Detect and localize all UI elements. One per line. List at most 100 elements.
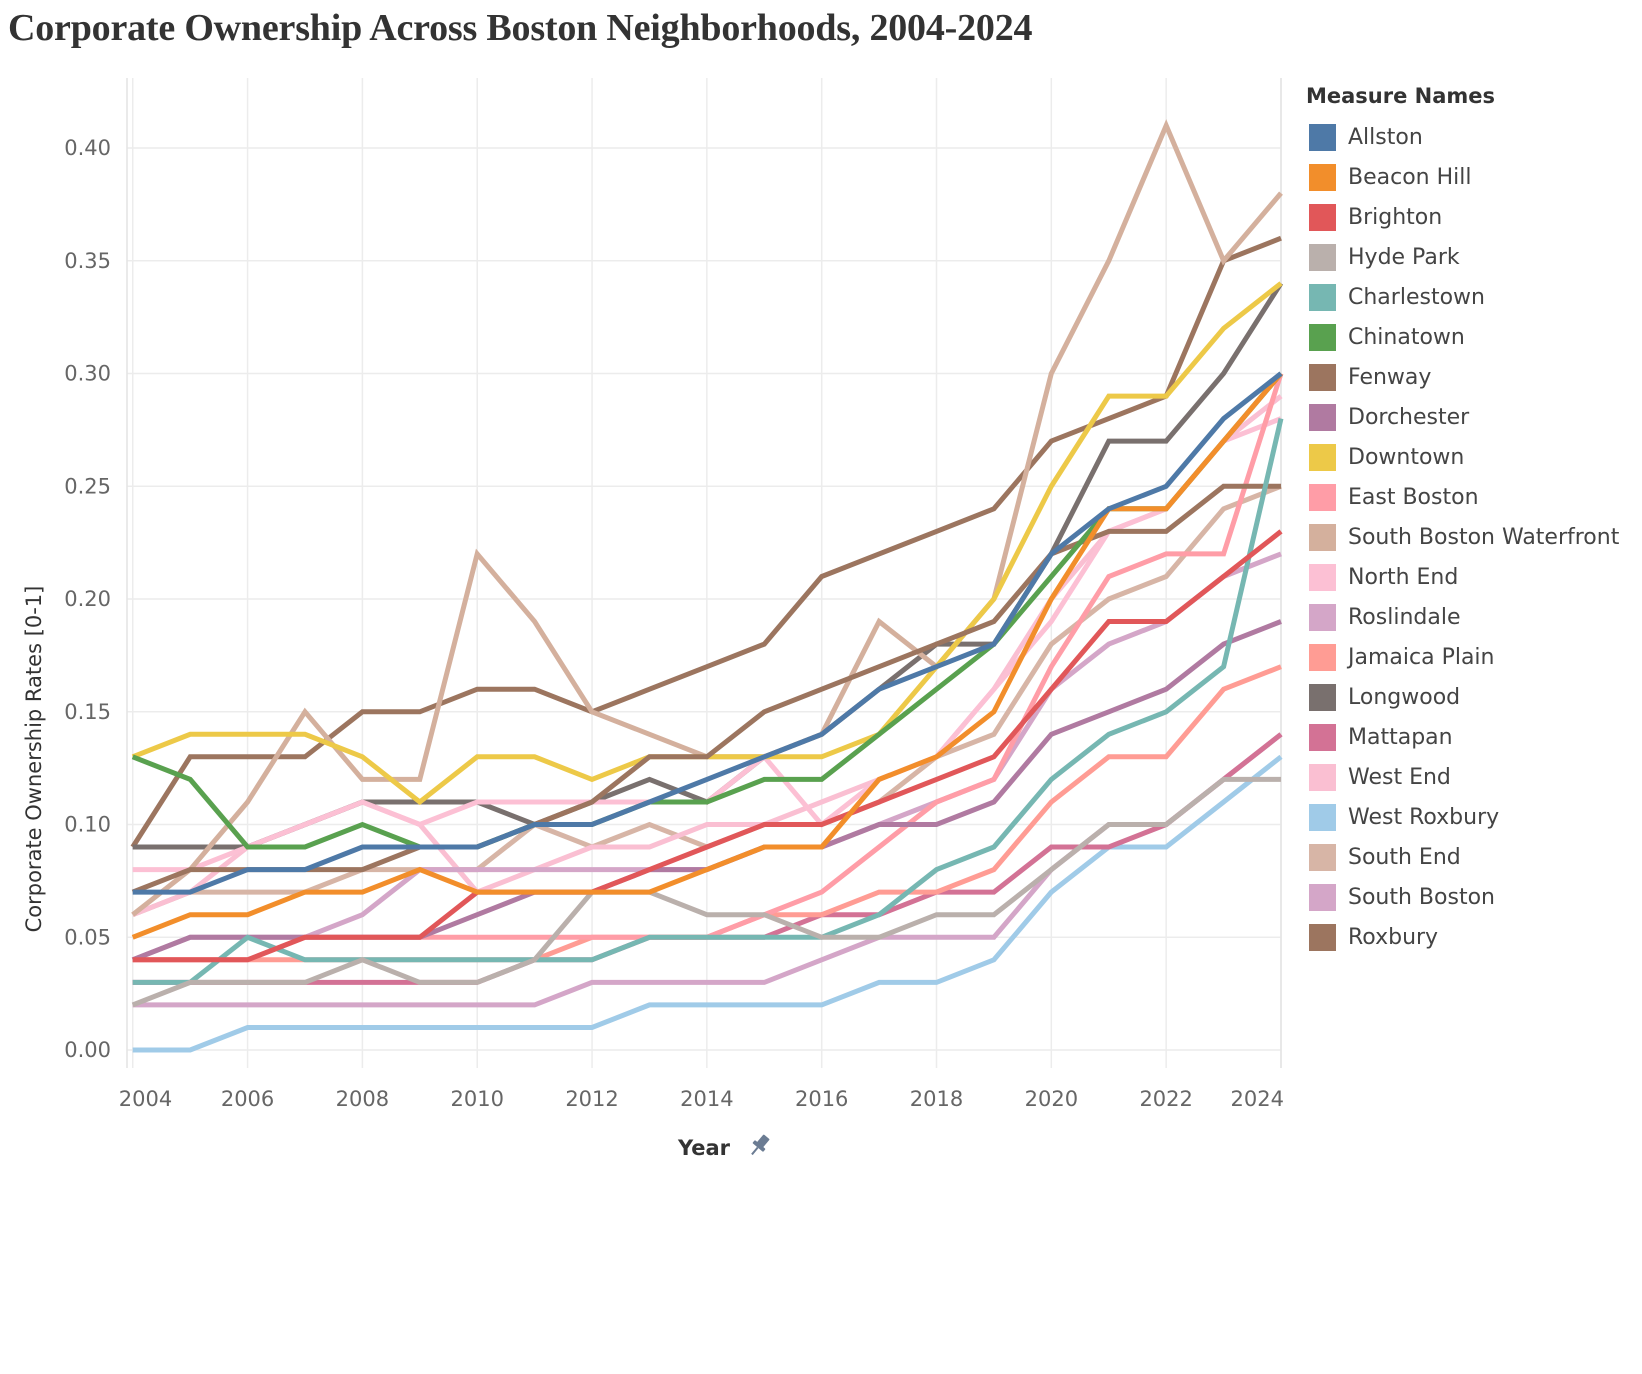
x-tick-label: 2024 (1231, 1087, 1284, 1111)
legend-item-south-end[interactable]: South End (1302, 837, 1642, 877)
legend-label: South Boston (1348, 884, 1495, 910)
legend-swatch (1309, 643, 1336, 671)
legend-label: Fenway (1348, 364, 1432, 390)
legend-swatch (1309, 803, 1336, 831)
series-line-allston[interactable] (132, 371, 1283, 895)
y-tick-label: 0.15 (64, 700, 111, 724)
legend-item-fenway[interactable]: Fenway (1302, 357, 1642, 397)
legend-item-hyde-park[interactable]: Hyde Park (1302, 237, 1642, 277)
series-line-west-roxbury[interactable] (132, 754, 1283, 1053)
legend-label: Longwood (1348, 684, 1461, 710)
y-tick-label: 0.30 (64, 362, 111, 386)
legend-label: Charlestown (1348, 284, 1485, 310)
x-axis-ticks: 2004 2006 2008 2010 2012 2014 2016 2018 2020 2022… (119, 1087, 1284, 1111)
legend-label: West End (1348, 764, 1451, 790)
legend-item-beacon-hill[interactable]: Beacon Hill (1302, 157, 1642, 197)
legend-swatch (1309, 603, 1336, 631)
legend-item-west-end[interactable]: West End (1302, 757, 1642, 797)
legend-swatch (1309, 163, 1336, 191)
x-tick-label: 2022 (1139, 1087, 1192, 1111)
legend-label: Mattapan (1348, 724, 1453, 750)
legend-item-allston[interactable]: Allston (1302, 117, 1642, 157)
legend-label: Chinatown (1348, 324, 1465, 350)
legend-title: Measure Names (1306, 84, 1496, 108)
legend-swatch (1309, 483, 1336, 511)
legend-swatch (1309, 523, 1336, 551)
legend-item-chinatown[interactable]: Chinatown (1302, 317, 1642, 357)
legend-item-east-boston[interactable]: East Boston (1302, 477, 1642, 517)
legend-label: Beacon Hill (1348, 164, 1472, 190)
legend-item-longwood[interactable]: Longwood (1302, 677, 1642, 717)
legend-swatch (1309, 363, 1336, 391)
legend-item-north-end[interactable]: North End (1302, 557, 1642, 597)
legend-swatch (1309, 203, 1336, 231)
chart-title: Corporate Ownership Across Boston Neighb… (8, 7, 1033, 49)
legend-swatch (1309, 323, 1336, 351)
y-tick-label: 0.10 (64, 813, 111, 837)
series-line-charlestown[interactable] (132, 418, 1284, 985)
series-line-brighton[interactable] (132, 529, 1283, 963)
legend-label: Jamaica Plain (1348, 644, 1495, 670)
legend-swatch (1309, 883, 1336, 911)
legend-item-dorchester[interactable]: Dorchester (1302, 397, 1642, 437)
x-tick-label: 2020 (1025, 1087, 1078, 1111)
x-tick-label: 2012 (565, 1087, 618, 1111)
y-tick-label: 0.00 (64, 1038, 111, 1062)
y-tick-label: 0.05 (64, 925, 111, 949)
x-tick-label: 2010 (450, 1087, 503, 1111)
legend-swatch (1309, 923, 1336, 951)
legend-label: West Roxbury (1348, 804, 1500, 830)
x-tick-label: 2004 (119, 1087, 172, 1111)
legend-item-jamaica-plain[interactable]: Jamaica Plain (1302, 637, 1642, 677)
legend-item-charlestown[interactable]: Charlestown (1302, 277, 1642, 317)
y-tick-label: 0.35 (64, 249, 111, 273)
legend-item-south-boston-waterfront[interactable]: South Boston Waterfront (1302, 517, 1642, 557)
series-line-beacon-hill[interactable] (131, 371, 1283, 940)
legend-label: Downtown (1348, 444, 1465, 470)
legend-item-brighton[interactable]: Brighton (1302, 197, 1642, 237)
legend-label: Roxbury (1348, 924, 1439, 950)
legend-item-downtown[interactable]: Downtown (1302, 437, 1642, 477)
x-axis-title: Year (677, 1136, 731, 1160)
legend-swatch (1309, 283, 1336, 311)
y-axis-ticks: 0.00 0.05 0.10 0.15 0.20 0.25 0.30 0.35 0.40 (64, 136, 111, 1062)
legend-label: South Boston Waterfront (1348, 524, 1620, 550)
x-tick-label: 2014 (680, 1087, 733, 1111)
legend-item-south-boston[interactable]: South Boston (1302, 877, 1642, 917)
legend-items: Allston Beacon Hill Brighton Hyde Park Charl… (1302, 117, 1642, 957)
legend-swatch (1309, 683, 1336, 711)
x-tick-label: 2018 (910, 1087, 963, 1111)
legend-item-roxbury[interactable]: Roxbury (1302, 917, 1642, 957)
legend-label: Allston (1348, 124, 1423, 150)
legend-swatch (1309, 443, 1336, 471)
legend-swatch (1309, 403, 1336, 431)
series-line-hyde-park[interactable] (131, 776, 1281, 1008)
pin-icon[interactable] (747, 1132, 773, 1159)
legend-swatch (1309, 563, 1336, 591)
legend-swatch (1309, 763, 1336, 791)
y-tick-label: 0.40 (64, 136, 111, 160)
x-tick-label: 2006 (221, 1087, 274, 1111)
legend-label: Dorchester (1348, 404, 1470, 430)
legend-label: South End (1348, 844, 1461, 870)
legend-item-west-roxbury[interactable]: West Roxbury (1302, 797, 1642, 837)
legend-swatch (1309, 123, 1336, 151)
y-tick-label: 0.25 (64, 474, 111, 498)
series-lines (130, 119, 1284, 1053)
legend-label: Roslindale (1348, 604, 1461, 630)
legend-item-mattapan[interactable]: Mattapan (1302, 717, 1642, 757)
grid-lines (126, 78, 1282, 1068)
x-tick-label: 2008 (336, 1087, 389, 1111)
legend-label: East Boston (1348, 484, 1479, 510)
series-line-chinatown[interactable] (131, 371, 1283, 850)
legend-item-roslindale[interactable]: Roslindale (1302, 597, 1642, 637)
legend-label: North End (1348, 564, 1459, 590)
legend-swatch (1309, 243, 1336, 271)
legend-label: Brighton (1348, 204, 1443, 230)
legend-swatch (1309, 723, 1336, 751)
y-axis-title: Corporate Ownership Rates [0-1] (22, 586, 46, 933)
x-tick-label: 2016 (795, 1087, 848, 1111)
legend-swatch (1309, 843, 1336, 871)
legend-label: Hyde Park (1348, 244, 1460, 270)
